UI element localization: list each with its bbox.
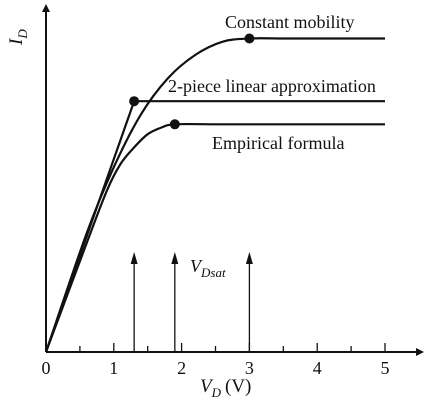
vdsat-arrow-head xyxy=(130,252,138,264)
x-tick-label: 5 xyxy=(381,358,390,378)
x-axis-label: VD (V) xyxy=(200,376,251,400)
y-axis-label: ID xyxy=(6,29,30,46)
saturation-point xyxy=(244,33,255,44)
saturation-point xyxy=(129,96,140,107)
series-label-constant-mobility: Constant mobility xyxy=(225,12,355,32)
x-tick-label: 3 xyxy=(245,358,254,378)
x-tick-label: 4 xyxy=(313,358,322,378)
x-tick-label: 1 xyxy=(109,358,118,378)
empirical-formula-curve xyxy=(44,122,385,353)
x-tick-label: 2 xyxy=(177,358,186,378)
vdsat-arrow-head xyxy=(171,252,179,264)
series-label-2-piece-linear: 2-piece linear approximation xyxy=(168,76,376,96)
x-tick-label: 0 xyxy=(42,358,51,378)
x-ticks: 0 1 2 3 4 5 xyxy=(42,343,390,378)
vdsat-arrows xyxy=(130,252,253,352)
vdsat-label: VDsat xyxy=(190,256,226,280)
vdsat-arrow-head xyxy=(245,252,253,264)
series-label-empirical-formula: Empirical formula xyxy=(212,133,344,153)
saturation-point xyxy=(169,119,180,130)
saturation-points xyxy=(129,33,255,130)
